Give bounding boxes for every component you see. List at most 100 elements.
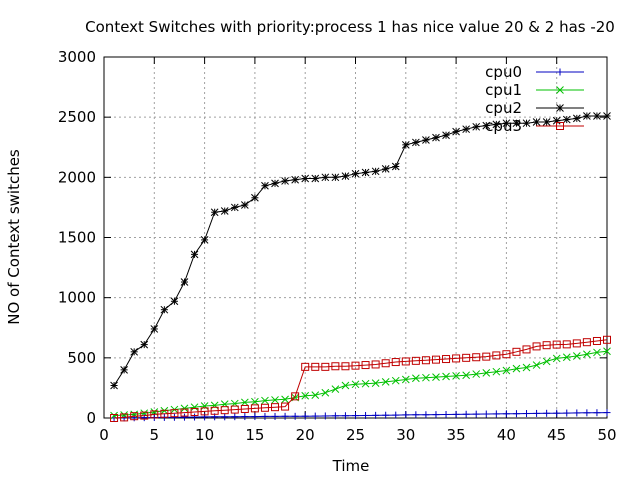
data-point-cpu0 xyxy=(543,409,551,417)
data-point-cpu2 xyxy=(482,121,491,130)
data-point-cpu0 xyxy=(301,412,309,420)
data-point-cpu2 xyxy=(422,136,430,144)
data-point-cpu2 xyxy=(512,119,521,128)
data-point-cpu2 xyxy=(120,366,128,374)
data-point-cpu2 xyxy=(542,118,551,126)
legend-label-cpu2: cpu2 xyxy=(485,99,522,117)
data-point-cpu1 xyxy=(361,379,370,388)
data-point-cpu3 xyxy=(401,357,410,366)
data-point-cpu3 xyxy=(301,362,310,371)
data-point-cpu3 xyxy=(421,356,430,365)
data-point-cpu1 xyxy=(381,378,390,386)
data-point-cpu0 xyxy=(523,410,531,418)
series-line-cpu1 xyxy=(114,350,608,417)
data-point-cpu3 xyxy=(200,407,209,416)
data-point-cpu2 xyxy=(351,169,360,178)
data-point-cpu2 xyxy=(110,381,118,390)
data-point-cpu3 xyxy=(431,355,440,364)
data-point-cpu3 xyxy=(160,409,169,418)
data-point-cpu1 xyxy=(190,403,199,412)
data-point-cpu0 xyxy=(382,411,390,419)
y-tick-label: 0 xyxy=(86,409,96,427)
data-point-cpu2 xyxy=(170,297,179,306)
data-point-cpu2 xyxy=(271,179,279,188)
data-point-cpu0 xyxy=(372,411,380,419)
data-point-cpu3 xyxy=(110,414,119,422)
y-tick-label: 1000 xyxy=(58,289,96,307)
y-tick-label: 2500 xyxy=(58,108,96,126)
data-point-cpu1 xyxy=(432,373,440,381)
chart-title: Context Switches with priority:process 1… xyxy=(85,18,615,36)
data-point-cpu3 xyxy=(190,407,199,416)
data-point-cpu0 xyxy=(412,411,420,419)
data-point-cpu3 xyxy=(552,340,561,349)
data-point-cpu2 xyxy=(532,118,541,126)
x-axis-title: Time xyxy=(332,457,370,475)
data-point-cpu2 xyxy=(361,168,370,177)
data-point-cpu3 xyxy=(522,345,531,354)
data-point-cpu0 xyxy=(130,414,138,422)
data-point-cpu3 xyxy=(250,404,259,413)
data-point-cpu3 xyxy=(371,360,380,369)
data-point-cpu1 xyxy=(422,373,430,382)
data-point-cpu1 xyxy=(452,372,460,380)
data-point-cpu3 xyxy=(512,347,521,356)
data-point-cpu0 xyxy=(603,409,611,417)
data-point-cpu1 xyxy=(492,367,501,376)
data-point-cpu0 xyxy=(472,410,480,418)
y-tick-label: 1500 xyxy=(58,229,96,247)
data-point-cpu0 xyxy=(311,412,319,420)
data-point-cpu0 xyxy=(553,409,561,417)
data-point-cpu0 xyxy=(221,413,229,421)
data-point-cpu2 xyxy=(572,114,581,123)
data-point-cpu0 xyxy=(462,410,470,418)
data-point-cpu1 xyxy=(603,347,611,356)
data-point-cpu3 xyxy=(592,336,601,345)
data-point-cpu0 xyxy=(352,412,359,420)
data-point-cpu2 xyxy=(281,177,289,185)
legend-marker-cpu3 xyxy=(556,122,564,130)
series-cpu3 xyxy=(110,335,611,422)
data-point-cpu2 xyxy=(200,236,209,244)
data-point-cpu2 xyxy=(442,131,450,140)
data-point-cpu3 xyxy=(381,359,390,368)
data-point-cpu1 xyxy=(552,354,561,363)
data-point-cpu2 xyxy=(603,112,611,120)
data-point-cpu3 xyxy=(582,338,591,347)
data-point-cpu3 xyxy=(562,340,571,349)
data-point-cpu3 xyxy=(120,413,129,422)
x-tick-label: 0 xyxy=(99,426,109,444)
data-point-cpu0 xyxy=(402,411,410,419)
data-point-cpu3 xyxy=(281,402,290,411)
data-point-cpu2 xyxy=(472,122,481,131)
data-point-cpu2 xyxy=(371,167,380,176)
y-tick-label: 2000 xyxy=(58,168,96,186)
data-point-cpu2 xyxy=(130,347,139,356)
data-point-cpu1 xyxy=(281,395,289,404)
data-point-cpu1 xyxy=(240,398,249,407)
data-point-cpu0 xyxy=(261,412,269,420)
y-tick-label: 3000 xyxy=(58,48,96,66)
legend-label-cpu0: cpu0 xyxy=(485,63,522,81)
data-point-cpu3 xyxy=(492,351,501,360)
data-point-cpu1 xyxy=(542,357,551,366)
data-point-cpu3 xyxy=(291,392,300,401)
data-point-cpu3 xyxy=(502,350,511,359)
data-point-cpu2 xyxy=(432,133,440,142)
data-point-cpu0 xyxy=(170,413,178,421)
data-point-cpu3 xyxy=(482,352,491,361)
data-point-cpu2 xyxy=(562,115,571,124)
data-point-cpu2 xyxy=(522,119,531,128)
data-point-cpu0 xyxy=(271,412,279,420)
data-point-cpu0 xyxy=(573,409,581,417)
legend-label-cpu3: cpu3 xyxy=(485,117,522,135)
data-point-cpu1 xyxy=(261,396,269,405)
data-point-cpu0 xyxy=(241,413,249,421)
data-point-cpu2 xyxy=(321,173,330,182)
data-point-cpu0 xyxy=(563,409,571,417)
data-point-cpu1 xyxy=(412,374,420,383)
data-point-cpu3 xyxy=(391,358,400,367)
data-point-cpu1 xyxy=(371,379,380,387)
series-cpu0 xyxy=(110,409,611,422)
data-point-cpu2 xyxy=(251,193,259,202)
